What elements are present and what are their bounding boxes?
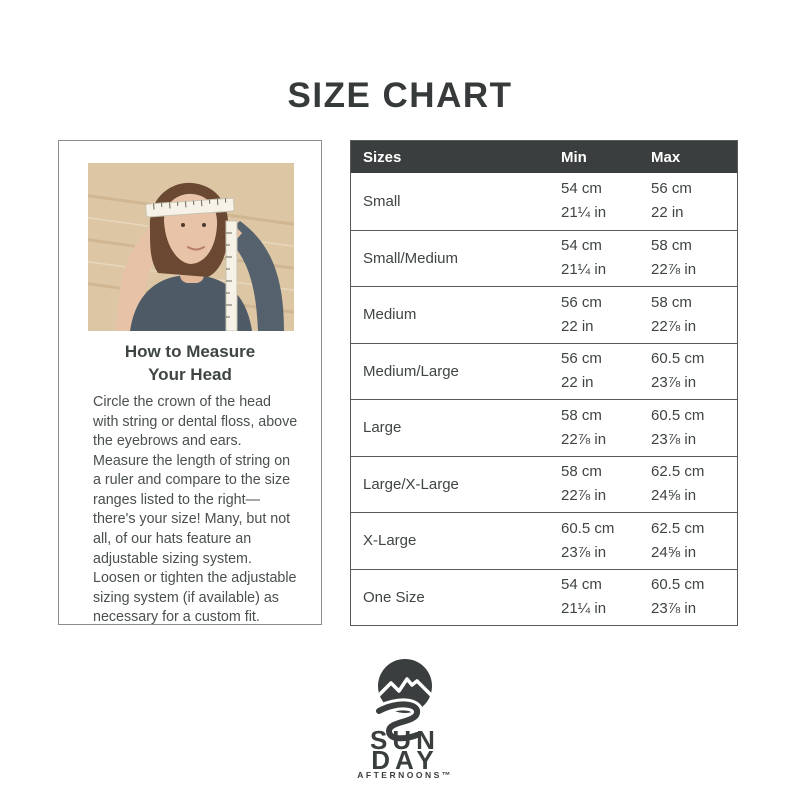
min-cell: 56 cm 22 in xyxy=(561,347,651,395)
measure-instructions: Circle the crown of the head with string… xyxy=(93,394,298,626)
min-in: 21¼ in xyxy=(561,600,607,618)
min-in: 22⅞ in xyxy=(561,487,607,505)
min-cell: 58 cm 22⅞ in xyxy=(561,404,651,452)
max-cell: 58 cm 22⅞ in xyxy=(651,234,739,282)
max-cell: 56 cm 22 in xyxy=(651,177,739,225)
max-cm: 62.5 cm xyxy=(651,463,705,481)
measure-heading: How to Measure Your Head xyxy=(59,341,321,387)
max-in: 23⅞ in xyxy=(651,430,697,448)
max-in: 22⅞ in xyxy=(651,261,697,279)
size-label: X-Large xyxy=(363,532,417,550)
column-header-max: Max xyxy=(651,148,681,166)
measure-card: How to Measure Your Head Circle the crow… xyxy=(58,140,322,625)
table-body: Small 54 cm 21¼ in 56 cm 22 in Small/Medium 54… xyxy=(351,173,737,625)
max-cm: 60.5 cm xyxy=(651,576,705,594)
table-row: Medium 56 cm 22 in 58 cm 22⅞ in xyxy=(351,286,737,343)
min-cm: 56 cm xyxy=(561,350,602,368)
measure-photo xyxy=(88,163,294,331)
min-cell: 60.5 cm 23⅞ in xyxy=(561,517,651,565)
min-in: 23⅞ in xyxy=(561,543,607,561)
size-chart-table: Sizes Min Max Small 54 cm 21¼ in 56 cm 22 in… xyxy=(350,140,738,626)
max-cell: 62.5 cm 24⅝ in xyxy=(651,517,739,565)
min-in: 21¼ in xyxy=(561,204,607,222)
size-label: Medium/Large xyxy=(363,362,459,380)
measure-photo-illustration xyxy=(88,163,294,331)
max-cell: 60.5 cm 23⅞ in xyxy=(651,404,739,452)
max-cm: 60.5 cm xyxy=(651,406,705,424)
min-cm: 54 cm xyxy=(561,237,602,255)
max-cm: 58 cm xyxy=(651,293,692,311)
max-in: 23⅞ in xyxy=(651,600,697,618)
max-in: 24⅝ in xyxy=(651,543,697,561)
table-row: X-Large 60.5 cm 23⅞ in 62.5 cm 24⅝ in xyxy=(351,512,737,569)
table-row: Small/Medium 54 cm 21¼ in 58 cm 22⅞ in xyxy=(351,229,739,287)
min-in: 21¼ in xyxy=(561,261,607,279)
max-cell: 60.5 cm 23⅞ in xyxy=(651,347,739,395)
size-label: Large xyxy=(363,419,402,437)
min-cm: 58 cm xyxy=(561,463,602,481)
page-title: SIZE CHART xyxy=(287,76,513,115)
max-in: 24⅝ in xyxy=(651,487,697,505)
table-row: One Size 54 cm 21¼ in 60.5 cm 23⅞ in xyxy=(351,568,739,626)
size-label: One Size xyxy=(363,588,425,606)
max-cell: 58 cm 22⅞ in xyxy=(651,291,739,339)
table-row: Medium/Large 56 cm 22 in 60.5 cm 23⅞ in xyxy=(351,342,739,400)
size-label: Large/X-Large xyxy=(363,475,459,493)
column-header-min: Min xyxy=(561,148,587,166)
min-cm: 54 cm xyxy=(561,180,602,198)
min-cm: 58 cm xyxy=(561,406,602,424)
max-cm: 60.5 cm xyxy=(651,350,705,368)
svg-text:AFTERNOONS™: AFTERNOONS™ xyxy=(357,770,453,780)
min-cm: 56 cm xyxy=(561,293,602,311)
max-in: 22 in xyxy=(651,204,684,222)
measure-heading-line2: Your Head xyxy=(148,364,232,384)
min-in: 22⅞ in xyxy=(561,430,607,448)
max-cm: 62.5 cm xyxy=(651,519,705,537)
table-header-row: Sizes Min Max xyxy=(351,141,737,173)
size-label: Small xyxy=(363,192,401,210)
svg-text:DAY: DAY xyxy=(371,745,439,775)
min-cell: 54 cm 21¼ in xyxy=(561,234,651,282)
size-label: Medium xyxy=(363,306,417,324)
min-in: 22 in xyxy=(561,374,594,392)
table-row: Large 58 cm 22⅞ in 60.5 cm 23⅞ in xyxy=(351,399,737,456)
min-cell: 56 cm 22 in xyxy=(561,291,651,339)
min-in: 22 in xyxy=(561,317,594,335)
min-cell: 54 cm 21¼ in xyxy=(561,177,651,225)
max-cm: 58 cm xyxy=(651,237,692,255)
max-in: 23⅞ in xyxy=(651,374,697,392)
brand-logo: SUN DAY AFTERNOONS™ xyxy=(345,655,465,780)
min-cm: 60.5 cm xyxy=(561,519,615,537)
table-row: Small 54 cm 21¼ in 56 cm 22 in xyxy=(351,173,737,230)
min-cm: 54 cm xyxy=(561,576,602,594)
svg-text:SUN: SUN xyxy=(370,725,440,755)
max-cell: 62.5 cm 24⅝ in xyxy=(651,460,739,508)
max-cell: 60.5 cm 23⅞ in xyxy=(651,573,739,621)
min-cell: 58 cm 22⅞ in xyxy=(561,460,651,508)
min-cell: 54 cm 21¼ in xyxy=(561,573,651,621)
column-header-sizes: Sizes xyxy=(363,148,402,166)
measure-heading-line1: How to Measure xyxy=(124,342,256,361)
max-cm: 56 cm xyxy=(651,180,692,198)
sun-mountain-icon: SUN DAY AFTERNOONS™ xyxy=(357,659,453,780)
size-label: Small/Medium xyxy=(363,249,459,267)
table-row: Large/X-Large 58 cm 22⅞ in 62.5 cm 24⅝ in xyxy=(351,455,739,513)
max-in: 22⅞ in xyxy=(651,317,697,335)
